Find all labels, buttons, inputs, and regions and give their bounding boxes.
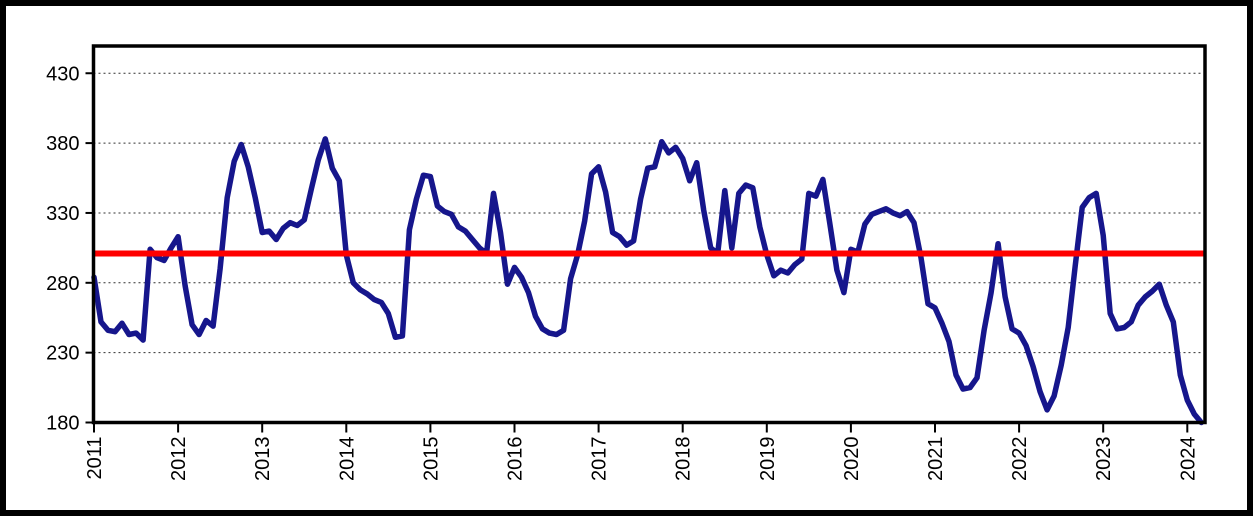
x-tick-label: 2013 <box>252 437 274 482</box>
x-tick-label: 2016 <box>505 437 527 482</box>
x-tick-label: 2011 <box>84 437 106 480</box>
y-tick-label: 230 <box>46 343 79 365</box>
x-tick-label: 2024 <box>1177 437 1199 482</box>
x-tick-label: 2017 <box>589 437 611 482</box>
y-tick-label: 380 <box>46 133 79 155</box>
x-tick-label: 2015 <box>420 437 442 482</box>
y-tick-label: 180 <box>46 413 79 435</box>
y-tick-label: 330 <box>46 203 79 225</box>
x-tick-label: 2021 <box>925 437 947 482</box>
plot-border <box>91 44 1207 425</box>
x-tick-label: 2022 <box>1009 437 1031 482</box>
y-tick-label: 280 <box>46 273 79 295</box>
x-tick-label: 2023 <box>1093 437 1115 482</box>
y-tick-label: 430 <box>46 63 79 85</box>
x-tick-label: 2020 <box>841 437 863 482</box>
x-tick-label: 2019 <box>757 437 779 482</box>
x-tick-label: 2012 <box>168 437 190 482</box>
x-tick-label: 2014 <box>336 437 358 482</box>
x-tick-label: 2018 <box>673 437 695 482</box>
data-line <box>91 136 1205 426</box>
